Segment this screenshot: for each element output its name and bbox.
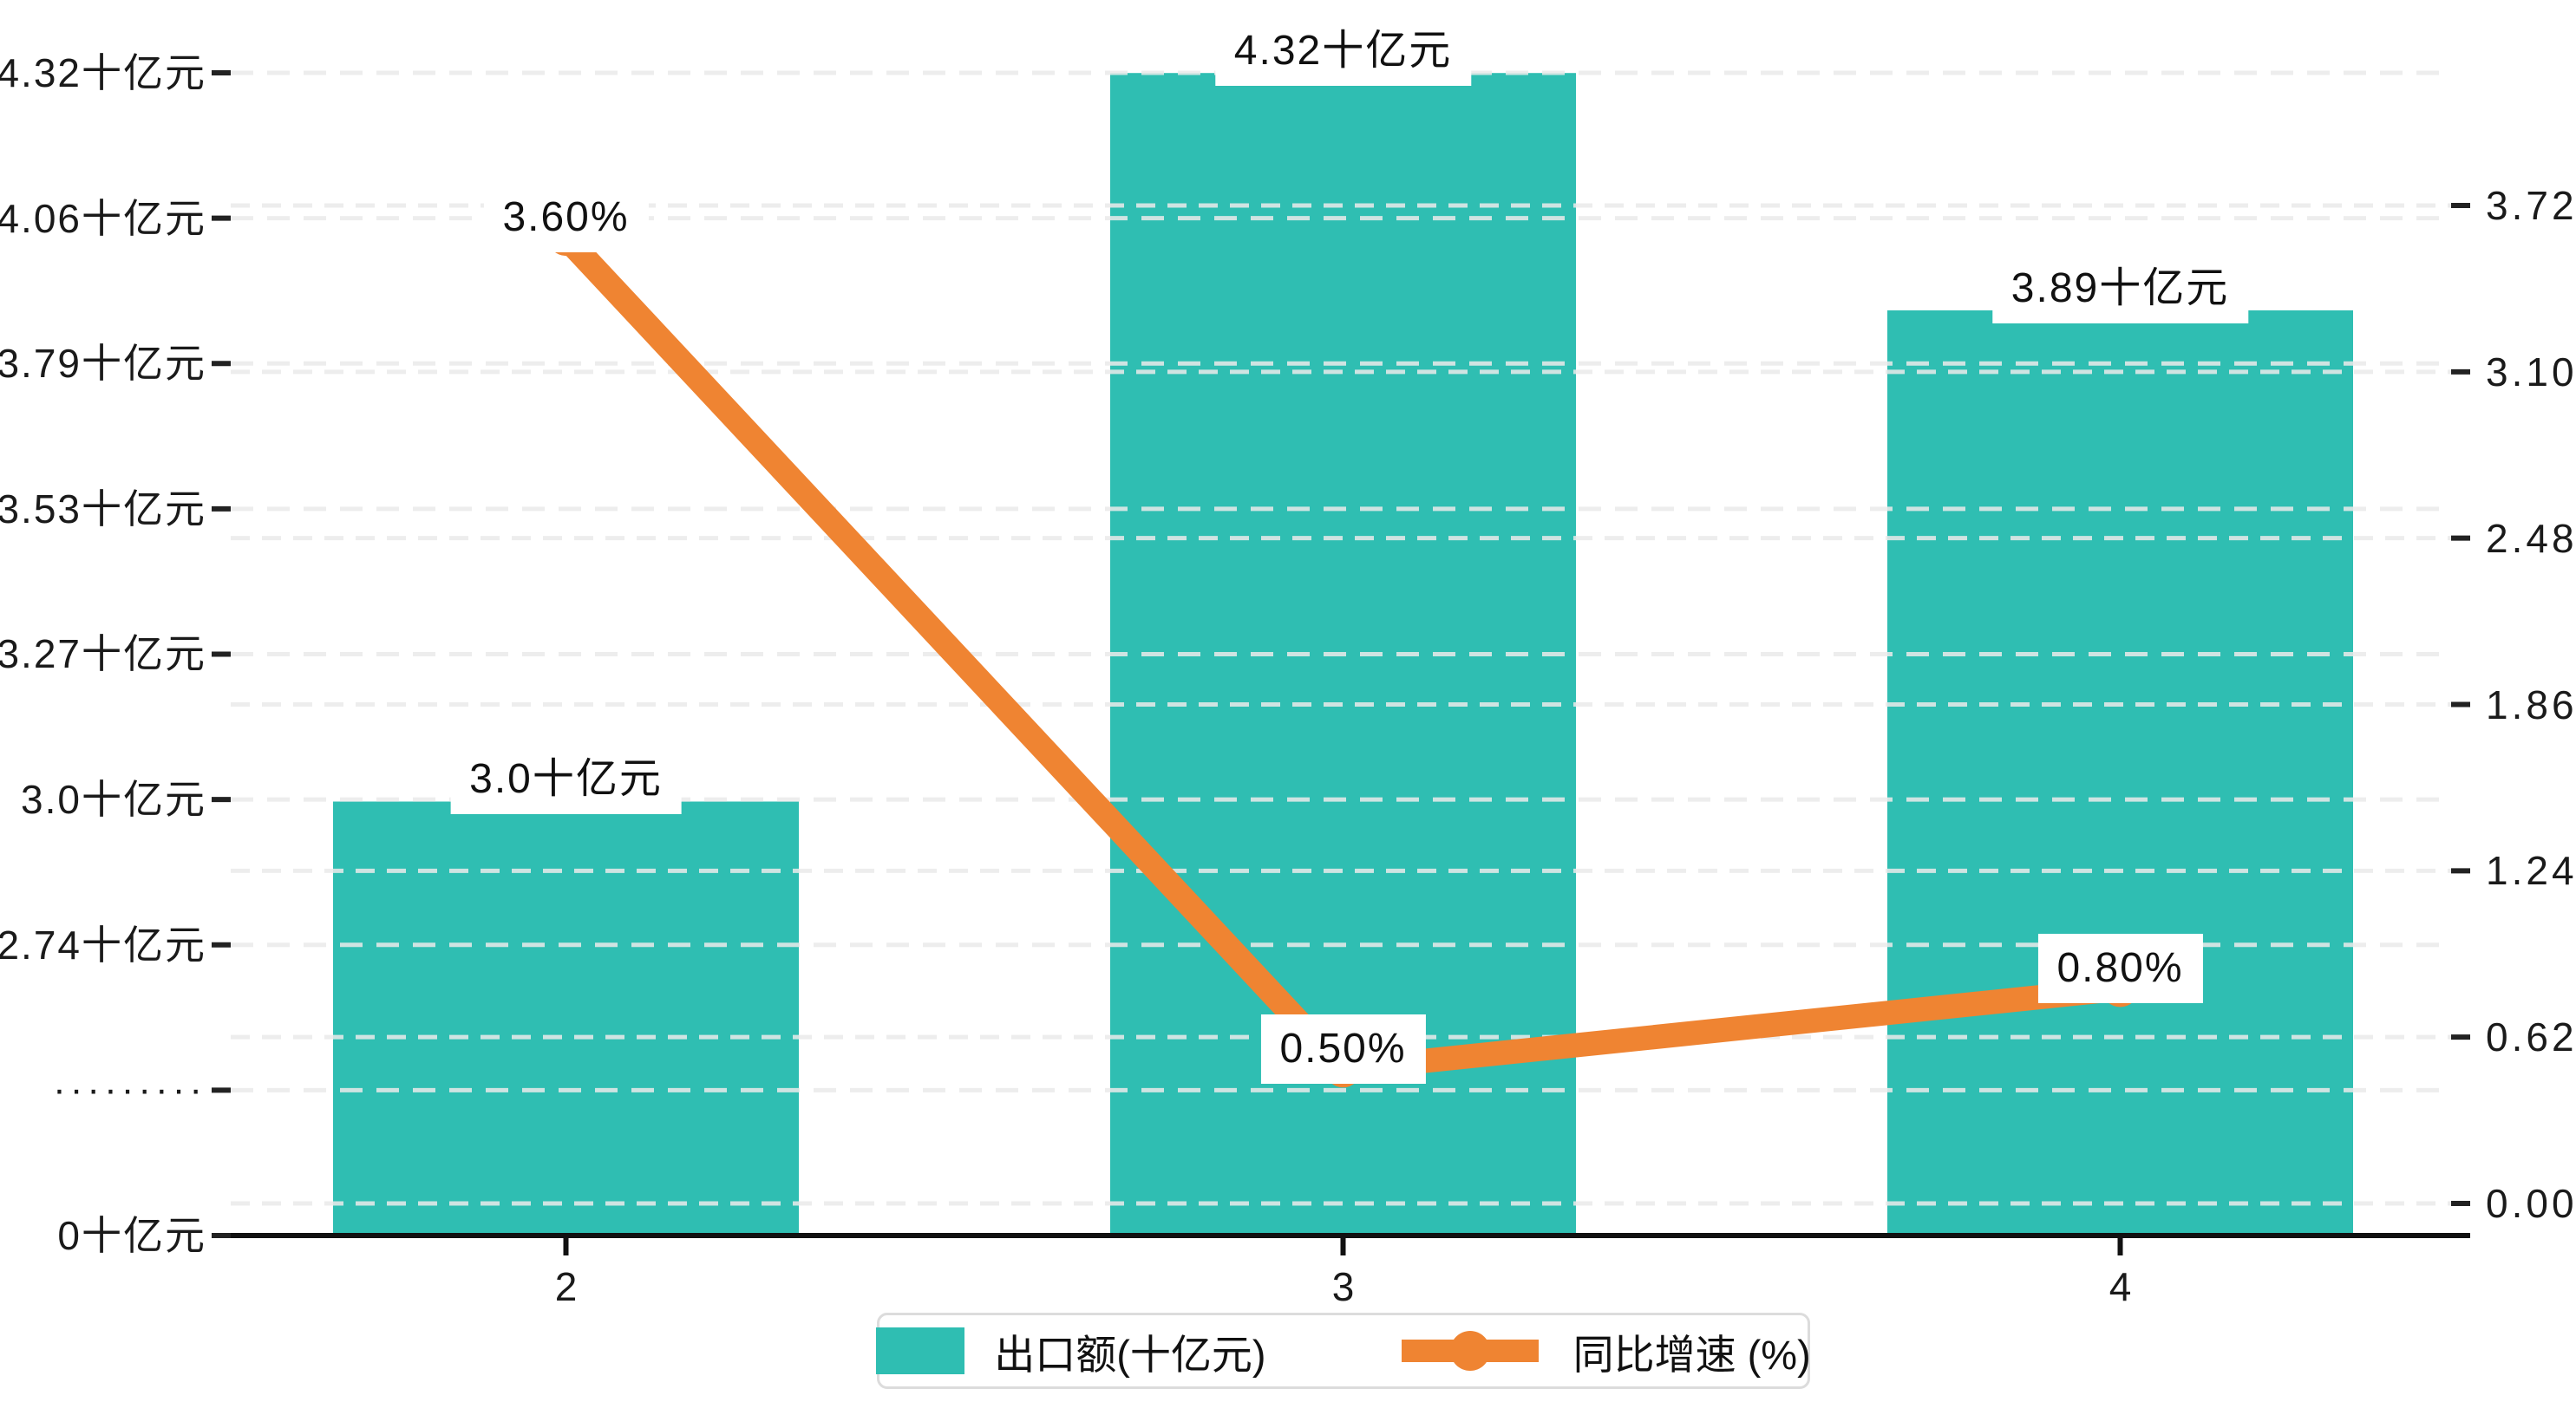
legend-label-growth: 同比增速 (%): [1572, 1331, 1811, 1378]
legend: 出口额(十亿元) 同比增速 (%): [876, 1313, 1811, 1389]
left-tick-label: 2.74十亿元: [0, 922, 206, 968]
bar-series-swatch-icon: [876, 1327, 965, 1374]
right-tick-label: 2.48: [2486, 515, 2576, 561]
x-tick-label-2: 2: [554, 1264, 578, 1309]
left-tick-label: 3.0十亿元: [21, 777, 206, 823]
left-tick-label: 0十亿元: [57, 1213, 206, 1258]
right-tick-label: 1.86: [2486, 681, 2576, 727]
left-tick-label: 4.32十亿元: [0, 49, 206, 95]
right-tick-label: 3.10: [2486, 349, 2576, 395]
bar-2: [333, 801, 799, 1236]
right-tick-label: 0.62: [2486, 1014, 2576, 1060]
x-tick-label-3: 3: [1331, 1264, 1355, 1309]
bar-4: [1887, 310, 2353, 1236]
left-tick-label: ·········: [53, 1068, 206, 1112]
left-tick-label: 4.06十亿元: [0, 195, 206, 241]
legend-item-export: 出口额(十亿元): [876, 1321, 1266, 1381]
line-value-label: 3.60%: [483, 183, 649, 253]
right-tick-label: 1.24: [2486, 848, 2576, 894]
right-tick-label: 0.00: [2486, 1181, 2576, 1226]
line-series-swatch-icon: [1401, 1331, 1539, 1371]
legend-item-growth: 同比增速 (%): [1396, 1321, 1811, 1381]
line-value-label: 0.80%: [2037, 934, 2203, 1004]
bar-value-label: 3.0十亿元: [450, 745, 682, 815]
x-tick-label-4: 4: [2109, 1264, 2132, 1309]
line-value-label: 0.50%: [1260, 1014, 1426, 1085]
left-tick-label: 3.79十亿元: [0, 341, 206, 387]
left-tick-label: 3.27十亿元: [0, 631, 206, 677]
bar-value-label: 3.89十亿元: [1991, 253, 2249, 323]
legend-label-export: 出口额(十亿元): [994, 1331, 1266, 1378]
right-tick-label: 3.72: [2486, 183, 2576, 229]
bar-value-label: 4.32十亿元: [1214, 16, 1472, 87]
left-tick-label: 3.53十亿元: [0, 486, 206, 531]
